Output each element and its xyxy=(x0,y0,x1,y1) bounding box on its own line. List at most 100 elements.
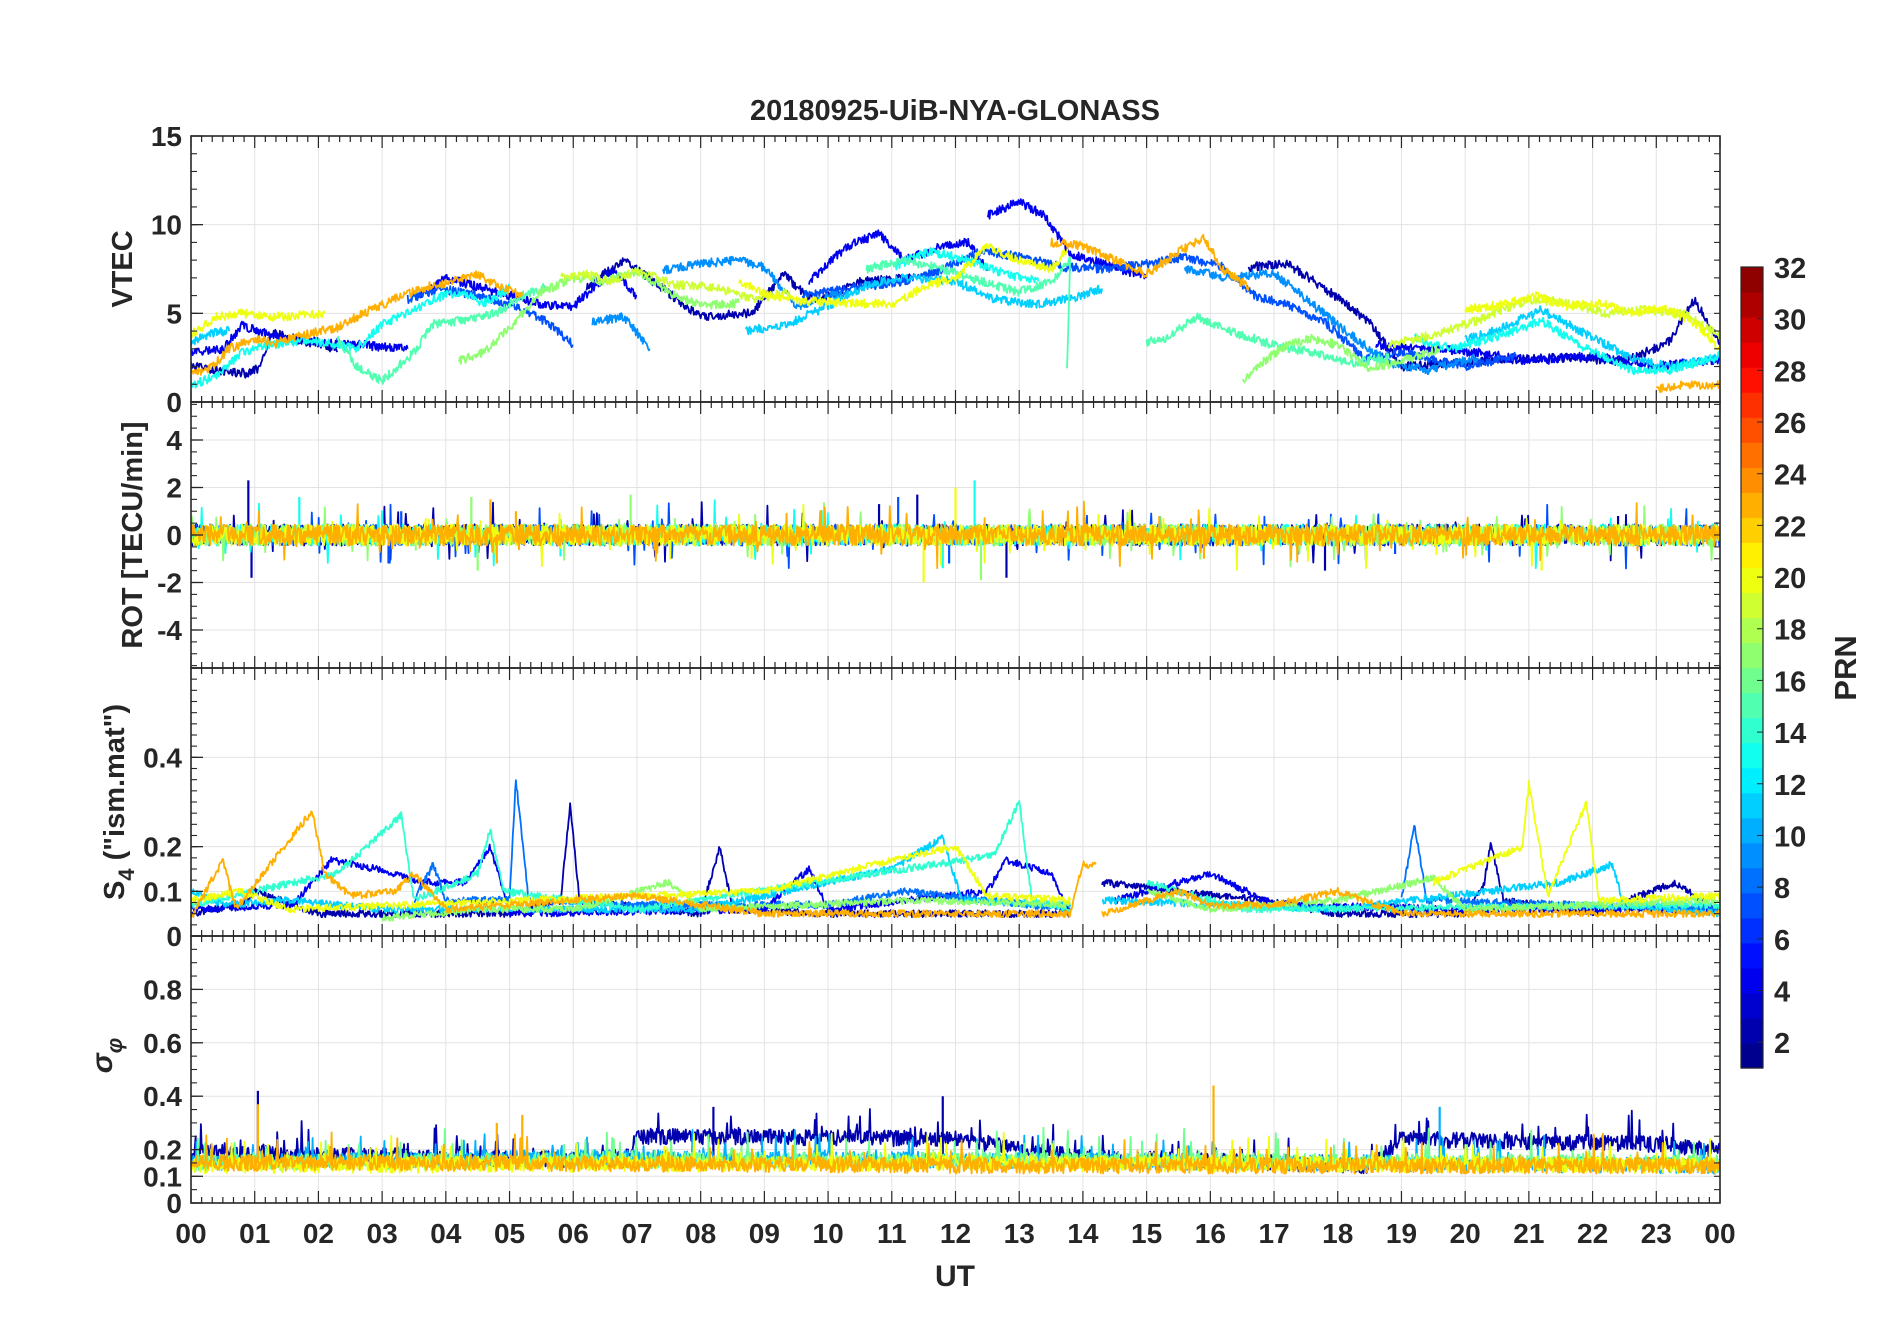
series-line-prn-4 xyxy=(191,320,409,357)
colorbar-tick-label: 30 xyxy=(1774,305,1806,337)
x-tick-label: 15 xyxy=(1131,1218,1162,1249)
colorbar-tick-label: 4 xyxy=(1774,976,1790,1008)
y-axis-label: ROT [TECU/min] xyxy=(117,421,149,648)
y-tick-label: 0.1 xyxy=(143,876,182,907)
y-tick-label: 0.4 xyxy=(143,742,182,773)
series-line-prn-20 xyxy=(191,1132,1720,1175)
series-line-prn-20 xyxy=(191,308,326,338)
series-group xyxy=(191,779,1720,922)
y-tick-label: 0 xyxy=(166,921,182,952)
y-tick-label: 2 xyxy=(166,473,182,504)
series-line-prn-14 xyxy=(1145,879,1720,914)
colorbar-tick-label: 2 xyxy=(1774,1028,1790,1060)
x-tick-label: 06 xyxy=(558,1218,589,1249)
series-line-prn-11 xyxy=(191,325,231,347)
colorbar-swatch xyxy=(1741,567,1763,594)
x-tick-label: 12 xyxy=(940,1218,971,1249)
colorbar-swatch xyxy=(1741,342,1763,368)
series-line-prn-13 xyxy=(891,247,1040,284)
colorbar-label: PRN xyxy=(1828,635,1863,700)
y-tick-label: 0 xyxy=(166,1188,182,1219)
colorbar-tick-label: 20 xyxy=(1774,563,1806,595)
x-tick-label: 13 xyxy=(1004,1218,1035,1249)
x-tick-label: 02 xyxy=(303,1218,334,1249)
colorbar-swatch xyxy=(1741,767,1763,794)
colorbar-tick-label: 28 xyxy=(1774,356,1806,388)
series-line-prn-11 xyxy=(1464,305,1720,371)
series-line-prn-23 xyxy=(1050,233,1250,292)
colorbar-swatch xyxy=(1741,267,1763,293)
colorbar-tick-label: 26 xyxy=(1774,408,1806,440)
colorbar-swatch xyxy=(1741,817,1763,844)
colorbar-swatch xyxy=(1741,417,1763,443)
y-tick-label: 10 xyxy=(151,210,182,241)
series-line-prn-7 xyxy=(406,283,574,349)
series-line-prn-19 xyxy=(1387,295,1720,349)
colorbar-tick-label: 14 xyxy=(1774,718,1806,750)
x-tick-label: 19 xyxy=(1386,1218,1417,1249)
colorbar-swatch xyxy=(1741,492,1763,518)
series-line-prn-9 xyxy=(591,312,651,352)
colorbar-tick-label: 32 xyxy=(1774,253,1806,285)
colorbar-swatch xyxy=(1741,542,1763,568)
x-tick-label: 14 xyxy=(1067,1218,1099,1249)
series-line-prn-20 xyxy=(1464,291,1720,351)
colorbar-frame xyxy=(1740,266,1764,1069)
x-tick-label: 10 xyxy=(813,1218,844,1249)
y-tick-label: 4 xyxy=(166,425,182,456)
series-line-prn-19 xyxy=(559,267,791,304)
series-line-prn-8 xyxy=(1400,824,1720,913)
colorbar-swatch xyxy=(1741,392,1763,418)
colorbar-tick-label: 18 xyxy=(1774,615,1806,647)
x-tick-label: 01 xyxy=(239,1218,270,1249)
y-tick-label: 15 xyxy=(151,121,182,152)
series-line-prn-15 xyxy=(865,255,1072,369)
y-tick-label: 0.2 xyxy=(143,1135,182,1166)
x-tick-label: 17 xyxy=(1258,1218,1289,1249)
colorbar-swatch xyxy=(1741,967,1763,994)
y-axis-label: σφ xyxy=(86,1038,127,1073)
colorbar-swatch xyxy=(1741,692,1763,719)
colorbar-swatch xyxy=(1741,667,1763,694)
y-tick-label: 0.1 xyxy=(143,1161,182,1192)
panel-s4: 00.10.20.4S4 ("ism.mat") xyxy=(99,667,1721,952)
y-tick-label: 0.6 xyxy=(143,1028,182,1059)
panel-rot: -4 -2 0 2 4 ROT [TECU/min] xyxy=(117,401,1721,669)
series-line-prn-4 xyxy=(808,229,989,285)
colorbar-swatch xyxy=(1741,292,1763,318)
colorbar-swatch xyxy=(1741,467,1763,493)
x-tick-label: 05 xyxy=(494,1218,525,1249)
colorbar-tick-label: 12 xyxy=(1774,770,1806,802)
colorbar-swatch xyxy=(1741,792,1763,819)
series-line-prn-23 xyxy=(191,1131,1720,1175)
y-tick-label: -4 xyxy=(157,615,182,646)
series-line-prn-11 xyxy=(744,273,1103,336)
y-tick-label: 0.4 xyxy=(143,1081,182,1112)
colorbar-swatch xyxy=(1741,892,1763,919)
series-line-prn-23 xyxy=(1655,380,1720,394)
series-line-prn-15 xyxy=(336,282,549,385)
colorbar-tick-label: 16 xyxy=(1774,666,1806,698)
colorbar-swatch xyxy=(1741,992,1763,1019)
colorbar-swatch xyxy=(1741,642,1763,669)
colorbar-swatch xyxy=(1741,717,1763,744)
colorbar-tick-label: 24 xyxy=(1774,460,1806,492)
colorbar-swatch xyxy=(1741,1017,1763,1044)
series-line-prn-13 xyxy=(1413,316,1720,376)
colorbar-swatch xyxy=(1741,592,1763,619)
colorbar-swatch xyxy=(1741,317,1763,343)
x-tick-label: 23 xyxy=(1641,1218,1672,1249)
x-tick-label: 18 xyxy=(1322,1218,1353,1249)
colorbar-swatch xyxy=(1741,617,1763,644)
x-tick-label: 20 xyxy=(1450,1218,1481,1249)
series-line-prn-14 xyxy=(191,800,1072,914)
y-axis-label: S4 ("ism.mat") xyxy=(99,704,139,900)
x-tick-label: 04 xyxy=(430,1218,462,1249)
colorbar-swatch xyxy=(1741,517,1763,543)
y-tick-label: 0 xyxy=(166,387,182,418)
x-tick-label: 09 xyxy=(749,1218,780,1249)
x-tick-label: 22 xyxy=(1577,1218,1608,1249)
y-axis-label: VTEC xyxy=(107,230,139,307)
y-axis-label-rest: ("ism.mat") xyxy=(99,704,131,868)
